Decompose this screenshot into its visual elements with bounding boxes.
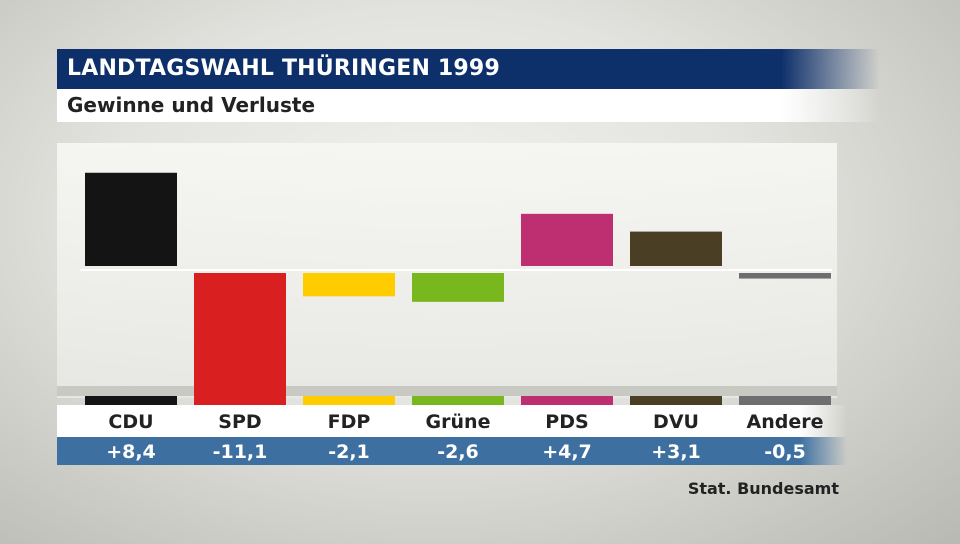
source-label: Stat. Bundesamt	[687, 479, 839, 498]
chart-subtitle: Gewinne und Verluste	[57, 89, 880, 122]
value-label: +8,4	[106, 441, 156, 463]
bar-stub-grüne	[412, 396, 504, 405]
bar-grüne	[412, 273, 504, 302]
category-label: CDU	[108, 411, 154, 433]
bar-andere	[739, 273, 831, 279]
value-label: +3,1	[651, 441, 701, 463]
category-label: PDS	[545, 411, 589, 433]
category-label: Andere	[746, 411, 824, 433]
category-label: SPD	[218, 411, 262, 433]
bar-stub-fdp	[303, 396, 395, 405]
bar-dvu	[630, 231, 722, 266]
value-label-strip	[57, 437, 847, 465]
bar-stub-dvu	[630, 396, 722, 405]
value-label: +4,7	[542, 441, 592, 463]
category-label-strip	[57, 405, 847, 437]
bar-spd	[194, 273, 286, 397]
value-label: -11,1	[212, 441, 268, 463]
bar-cdu	[85, 172, 177, 266]
chart-title: LANDTAGSWAHL THÜRINGEN 1999	[57, 49, 880, 89]
category-label: FDP	[327, 411, 371, 433]
value-label: -0,5	[764, 441, 806, 463]
bar-stub-spd	[194, 396, 286, 405]
bar-stub-andere	[739, 396, 831, 405]
category-label: DVU	[653, 411, 699, 433]
category-label: Grüne	[425, 411, 491, 433]
bar-pds	[521, 213, 613, 266]
value-label: -2,6	[437, 441, 479, 463]
bar-stub-pds	[521, 396, 613, 405]
value-label: -2,1	[328, 441, 370, 463]
plot-bottom-shade	[57, 386, 837, 396]
bar-stub-cdu	[85, 396, 177, 405]
bar-fdp	[303, 273, 395, 297]
